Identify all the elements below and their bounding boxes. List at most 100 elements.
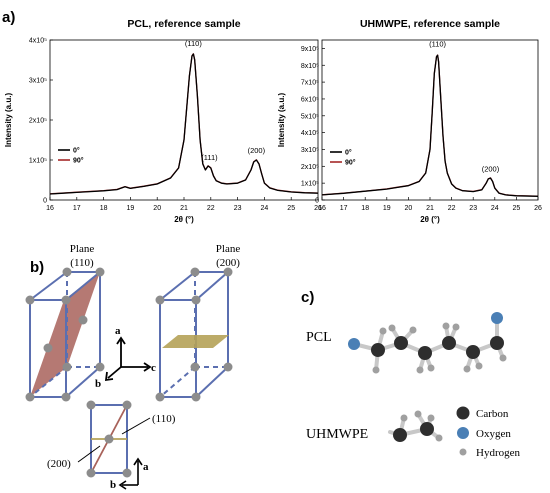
peak-label: (111) <box>201 153 218 162</box>
x-tick-label: 18 <box>361 205 369 212</box>
y-tick-label: 9x10⁵ <box>301 46 319 53</box>
series-group <box>49 53 319 195</box>
y-ticks: 0 1x10⁵ 2x10⁵ 3x10⁵ 4x10⁵ 5x10⁵ 6x10⁵ 7x10⁵ 8x10… <box>301 46 325 205</box>
x-ticks: 16 17 18 19 20 21 22 23 24 25 26 <box>318 197 542 212</box>
axis-b-label: b <box>95 378 101 390</box>
legend-hydrogen: Hydrogen <box>476 447 520 459</box>
plane-110-label: (110) <box>70 257 94 269</box>
series-line <box>49 53 319 195</box>
x-tick-label: 22 <box>207 205 215 212</box>
x-ticks: 16 17 18 19 20 21 22 23 24 25 26 <box>46 197 322 212</box>
plane-200-shape <box>162 335 229 348</box>
y-tick-label: 6x10⁵ <box>301 96 319 103</box>
legend-carbon: Carbon <box>476 408 509 420</box>
legend-oxygen: Oxygen <box>476 428 511 440</box>
axis-a-label: a <box>115 325 121 337</box>
cell-projection <box>77 400 151 490</box>
x-axis-label: 2θ (°) <box>420 215 440 224</box>
peak-label: (110) <box>185 39 202 48</box>
projection-a-label: a <box>143 461 149 473</box>
chart-title: UHMWPE, reference sample <box>360 18 500 30</box>
x-tick-label: 24 <box>261 205 269 212</box>
x-tick-label: 24 <box>491 205 499 212</box>
plane-200-label: (200) <box>216 257 240 269</box>
projection-200-label: (200) <box>47 458 71 470</box>
oxygen-icon <box>457 427 469 439</box>
y-tick-label: 3x10⁵ <box>301 147 319 154</box>
peak-label: (110) <box>429 40 446 49</box>
y-tick-label: 7x10⁵ <box>301 80 319 87</box>
chart-pcl: PCL, reference sample 16 17 18 19 20 21 22 23 24… <box>4 18 322 224</box>
x-tick-label: 23 <box>234 205 242 212</box>
y-tick-label: 4x10⁵ <box>301 130 319 137</box>
legend-label: 90° <box>73 157 84 165</box>
uhmwpe-label: UHMWPE <box>306 427 368 442</box>
legend-label: 0° <box>345 149 352 157</box>
hydrogen-icon <box>459 448 467 456</box>
pcl-molecule <box>348 312 507 374</box>
y-tick-label: 8x10⁵ <box>301 63 319 70</box>
x-tick-label: 20 <box>405 205 413 212</box>
projection-110-label: (110) <box>152 413 176 425</box>
series-line <box>321 54 539 197</box>
peak-annotations: (110) (200) <box>429 40 500 174</box>
pcl-label: PCL <box>306 330 332 345</box>
plane-label-right: Plane <box>216 243 241 255</box>
unit-cell-200 <box>155 267 233 402</box>
atom-legend: Carbon Oxygen Hydrogen <box>456 406 520 459</box>
legend: 0°90° <box>330 149 356 167</box>
x-tick-label: 20 <box>153 205 161 212</box>
axes-triad <box>104 336 152 382</box>
unit-cell-110 <box>25 267 105 402</box>
x-tick-label: 25 <box>287 205 295 212</box>
x-tick-label: 19 <box>383 205 391 212</box>
y-tick-label: 2x10⁵ <box>29 118 47 125</box>
axis-c-label: c <box>151 362 156 374</box>
uhmwpe-molecule <box>388 410 443 442</box>
x-tick-label: 19 <box>127 205 135 212</box>
projection-b-label: b <box>110 479 116 491</box>
y-ticks: 0 1x10⁵ 2x10⁵ 3x10⁵ 4x10⁵ <box>29 38 53 205</box>
x-tick-label: 26 <box>534 205 542 212</box>
series-line <box>321 54 539 197</box>
legend: 0°90° <box>58 147 84 165</box>
peak-label: (200) <box>482 164 500 173</box>
x-tick-label: 17 <box>340 205 348 212</box>
legend-label: 0° <box>73 147 80 155</box>
x-tick-label: 26 <box>314 205 322 212</box>
y-tick-label: 1x10⁵ <box>301 181 319 188</box>
y-axis-label: Intensity (a.u.) <box>277 93 286 148</box>
x-tick-label: 17 <box>73 205 81 212</box>
y-tick-label: 4x10⁵ <box>29 38 47 45</box>
plot-frame <box>321 39 539 201</box>
x-tick-label: 18 <box>100 205 108 212</box>
y-tick-label: 2x10⁵ <box>301 164 319 171</box>
x-tick-label: 25 <box>513 205 521 212</box>
panel-label-a: a) <box>2 9 15 26</box>
y-tick-label: 0 <box>43 198 47 205</box>
panel-label-b: b) <box>30 259 44 276</box>
chart-title: PCL, reference sample <box>127 18 240 30</box>
chart-uhmwpe: UHMWPE, reference sample 16 17 18 19 20 21 22 2… <box>277 18 542 224</box>
x-tick-label: 21 <box>180 205 188 212</box>
x-tick-label: 16 <box>46 205 54 212</box>
y-tick-label: 0 <box>315 198 319 205</box>
panel-label-c: c) <box>301 289 314 306</box>
x-tick-label: 23 <box>469 205 477 212</box>
y-tick-label: 5x10⁵ <box>301 113 319 120</box>
carbon-icon <box>456 406 470 420</box>
series-group <box>321 54 539 197</box>
plane-label-left: Plane <box>70 243 95 255</box>
y-axis-label: Intensity (a.u.) <box>4 93 13 148</box>
y-tick-label: 3x10⁵ <box>29 78 47 85</box>
x-tick-label: 16 <box>318 205 326 212</box>
x-axis-label: 2θ (°) <box>174 215 194 224</box>
peak-annotations: (110) (111) (200) <box>185 39 266 162</box>
legend-label: 90° <box>345 159 356 167</box>
y-tick-label: 1x10⁵ <box>29 158 47 165</box>
peak-label: (200) <box>248 146 266 155</box>
molecules-diagram: PCL UHMWPE <box>306 312 520 459</box>
crystal-diagram: Plane (110) Plane (200) <box>25 243 241 491</box>
x-tick-label: 21 <box>426 205 434 212</box>
